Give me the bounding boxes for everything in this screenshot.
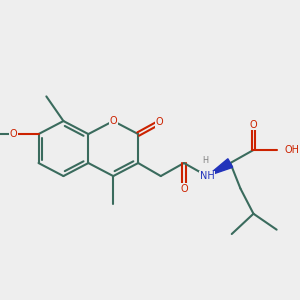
Text: O: O: [180, 184, 188, 194]
Text: O: O: [10, 129, 17, 139]
Text: O: O: [110, 116, 117, 126]
Text: O: O: [155, 118, 163, 128]
Text: NH: NH: [200, 171, 214, 181]
Text: H: H: [202, 156, 209, 165]
Text: OH: OH: [285, 145, 300, 155]
Polygon shape: [207, 159, 233, 176]
Text: O: O: [250, 119, 257, 130]
